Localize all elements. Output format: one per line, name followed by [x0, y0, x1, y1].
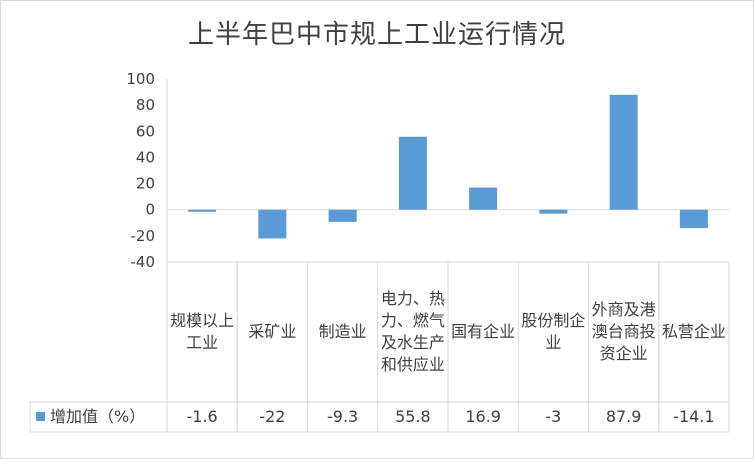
- bar: [609, 94, 638, 210]
- bar: [258, 209, 287, 239]
- bar: [188, 209, 217, 212]
- y-tick-label: 0: [145, 201, 155, 219]
- legend-swatch: [36, 412, 45, 421]
- table-value-label: -3: [545, 407, 562, 426]
- y-tick-label: 60: [136, 122, 155, 140]
- legend: 增加值（%）: [36, 402, 164, 432]
- x-category-label: 制造业: [318, 322, 367, 341]
- y-tick-label: 80: [136, 96, 155, 114]
- table-value-label: -9.3: [327, 407, 359, 426]
- x-category-label: 规模以上工业: [170, 311, 235, 352]
- chart-title: 上半年巴中市规上工业运行情况: [187, 20, 566, 50]
- bar: [398, 136, 427, 210]
- legend-label: 增加值（%）: [50, 407, 146, 426]
- y-tick-label: -40: [131, 253, 156, 271]
- x-category-label: 国有企业: [451, 322, 516, 341]
- table-value-label: -14.1: [673, 407, 715, 426]
- x-category-label: 外商及港澳台商投资企业: [591, 300, 656, 363]
- table-value-label: 87.9: [605, 407, 642, 426]
- x-category-label: 电力、热力、燃气及水生产和供应业: [380, 289, 445, 374]
- bar: [539, 209, 568, 214]
- table-value-label: -22: [259, 407, 286, 426]
- table-value-label: -1.6: [186, 407, 218, 426]
- table-value-label: 16.9: [465, 407, 501, 426]
- x-category-label: 私营企业: [661, 322, 726, 341]
- bar: [469, 187, 498, 210]
- y-tick-label: 100: [126, 70, 155, 88]
- bar: [328, 209, 357, 222]
- y-tick-label: -20: [131, 227, 156, 245]
- table-value-label: 55.8: [395, 407, 431, 426]
- bar: [679, 209, 708, 229]
- x-category-label: 股份制企业: [521, 311, 586, 352]
- y-tick-label: 40: [136, 148, 155, 166]
- y-tick-label: 20: [136, 175, 155, 193]
- x-category-label: 采矿业: [248, 322, 297, 341]
